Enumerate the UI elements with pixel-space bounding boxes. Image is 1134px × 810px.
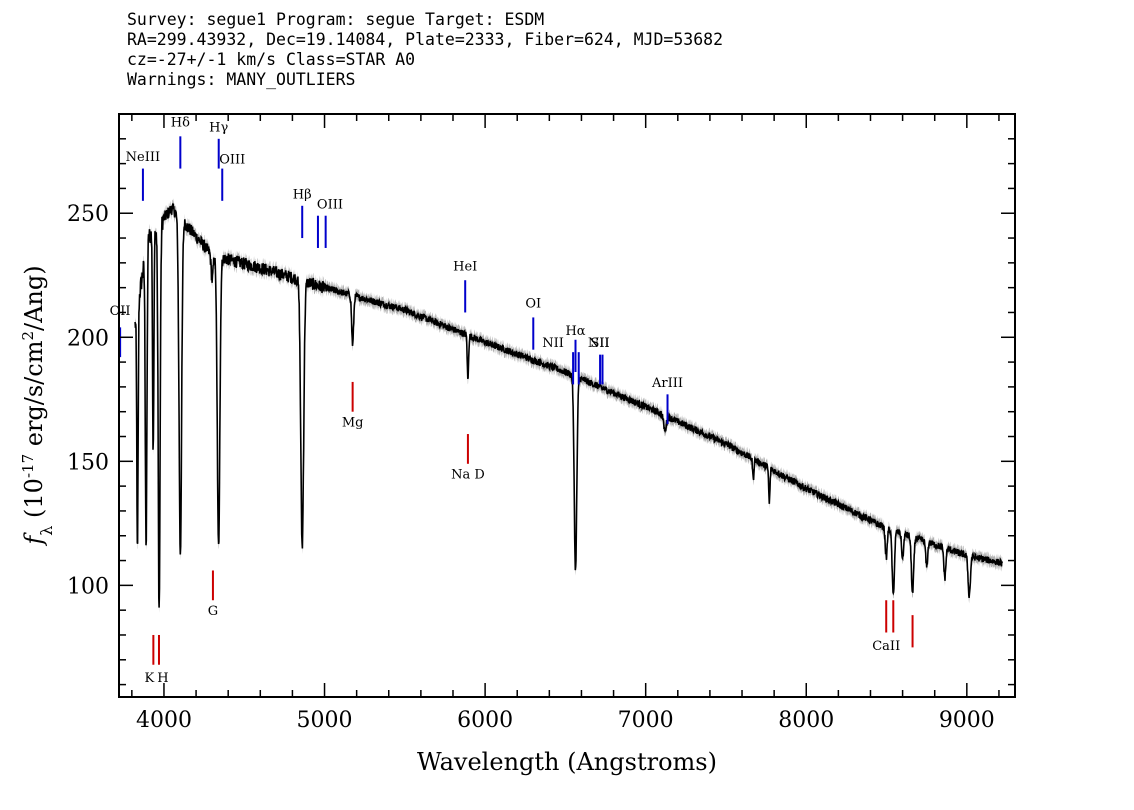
x-tick-label: 7000 <box>618 708 674 733</box>
spectrum-line-group <box>134 202 1003 608</box>
absorption-line-label-4: H <box>157 671 168 686</box>
absorption-line-label-0: Mg <box>342 416 364 431</box>
header-redshift-class-line: cz=-27+/-1 km/s Class=STAR A0 <box>127 50 416 69</box>
plot-frame <box>118 113 1016 698</box>
emission-line-label-3: Hγ <box>209 120 228 135</box>
absorption-line-label-1: Na D <box>451 468 485 483</box>
emission-line-label-15: ArIII <box>651 376 683 391</box>
emission-line-label-13: SII <box>590 336 609 351</box>
error-band <box>135 198 1003 614</box>
emission-line-label-2: Hδ <box>171 115 190 130</box>
y-tick-label: 200 <box>67 326 109 351</box>
x-tick-label: 6000 <box>457 708 513 733</box>
emission-line-label-1: NeIII <box>126 150 160 165</box>
emission-line-label-10: NII <box>542 336 564 351</box>
spectrum-line <box>134 202 1003 608</box>
x-tick-label: 5000 <box>297 708 353 733</box>
emission-line-label-4: OIII <box>219 153 245 168</box>
spectrum-header: Survey: segue1 Program: segue Target: ES… <box>127 10 1027 90</box>
emission-line-label-9: OI <box>525 297 541 312</box>
emission-line-label-0: OII <box>110 304 131 319</box>
header-coordinates-line: RA=299.43932, Dec=19.14084, Plate=2333, … <box>127 30 724 49</box>
emission-line-label-12: NII <box>588 336 610 351</box>
emission-line-label-6: OIII <box>317 197 343 212</box>
absorption-line-label-3: K <box>145 671 155 686</box>
header-survey-line: Survey: segue1 Program: segue Target: ES… <box>127 10 545 29</box>
y-tick-label: 100 <box>67 574 109 599</box>
y-axis-title: fλ (10-17 erg/s/cm2/Ang) <box>19 265 56 546</box>
y-tick-label: 250 <box>67 202 109 227</box>
header-warnings-line: Warnings: MANY_OUTLIERS <box>127 70 356 89</box>
absorption-line-label-5: CaII <box>872 639 900 654</box>
emission-line-label-11: Hα <box>565 324 585 339</box>
x-tick-label: 4000 <box>136 708 192 733</box>
error-band-area <box>135 198 1003 614</box>
x-axis-title: Wavelength (Angstroms) <box>417 748 717 776</box>
y-tick-label: 150 <box>67 450 109 475</box>
axes: 4000 5000 6000 7000 8000 9000 100 150 200 250 <box>67 113 1015 733</box>
x-tick-label: 9000 <box>939 708 995 733</box>
emission-line-label-8: HeI <box>453 259 477 274</box>
emission-line-label-5: Hβ <box>293 187 312 202</box>
x-tick-label: 8000 <box>778 708 834 733</box>
absorption-line-label-2: G <box>208 604 218 619</box>
